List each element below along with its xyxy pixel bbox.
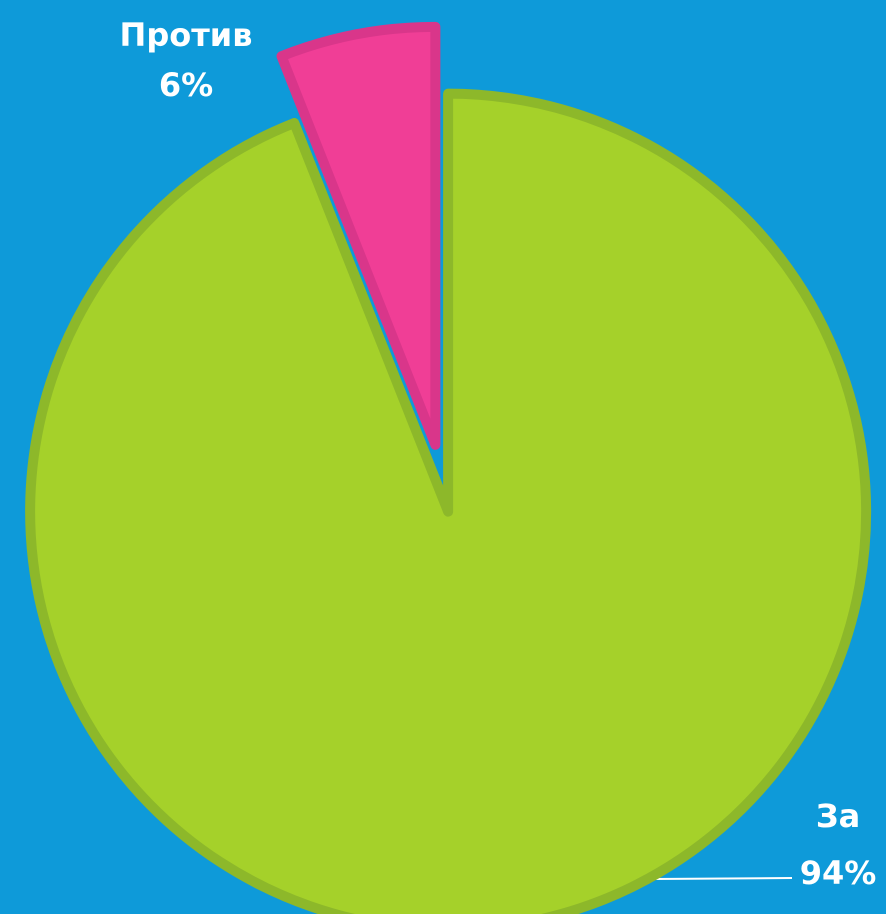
pie-slice: [276, 21, 441, 450]
pie-slice: [25, 88, 872, 914]
slice-value-label: 94%: [800, 854, 877, 892]
slice-label: Против: [120, 16, 253, 54]
slice-value-label: 6%: [159, 66, 213, 104]
slice-label: За: [816, 797, 860, 835]
